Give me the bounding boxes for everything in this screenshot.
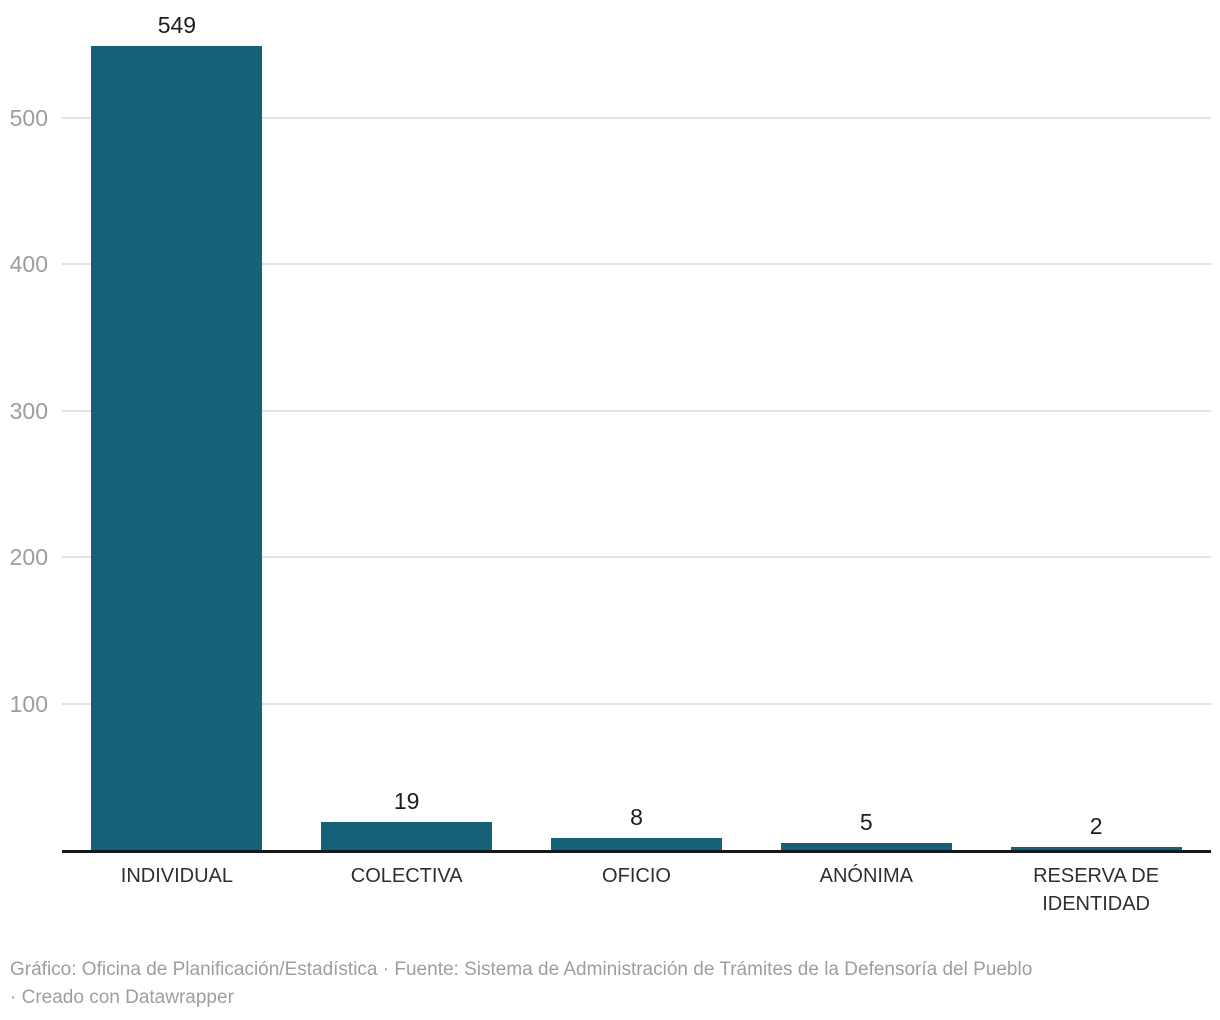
x-axis-label-individual: INDIVIDUAL — [120, 865, 234, 887]
x-axis-label-oficio: OFICIO — [602, 865, 671, 887]
value-label-reserva-de-identidad: 2 — [1089, 813, 1103, 840]
gridline-200 — [62, 556, 1211, 558]
gridline-400 — [62, 263, 1211, 265]
y-tick-label-100: 100 — [9, 690, 48, 717]
value-label-anonima: 5 — [859, 808, 873, 835]
value-label-colectiva: 19 — [393, 788, 420, 815]
gridline-500 — [62, 116, 1211, 119]
bar-oficio — [551, 838, 722, 850]
bar-anonima — [780, 842, 952, 850]
x-axis-label-anonima: ANÓNIMA — [819, 865, 913, 887]
credit-line-2: · Creado con Datawrapper — [10, 987, 234, 1008]
bar-colectiva — [321, 822, 493, 850]
gridline-300 — [62, 409, 1211, 412]
bar-reserva-de-identidad — [1010, 847, 1182, 850]
value-label-individual: 549 — [157, 11, 197, 38]
bar-individual — [91, 45, 263, 850]
gridline-100 — [62, 702, 1211, 705]
credit-line-1: Gráfico: Oficina de Planificación/Estadí… — [10, 959, 1033, 980]
y-tick-label-500: 500 — [9, 104, 48, 131]
x-axis-baseline — [62, 850, 1211, 853]
y-tick-label-400: 400 — [9, 251, 48, 277]
value-label-oficio: 8 — [630, 804, 643, 831]
chart-credit: Gráfico: Oficina de Planificación/Estadí… — [10, 956, 1205, 1012]
x-axis-label-colectiva: COLECTIVA — [350, 865, 463, 887]
y-tick-label-200: 200 — [9, 544, 48, 570]
x-axis-label-reserva-de-identidad: RESERVA DE IDENTIDAD — [1033, 865, 1160, 915]
y-tick-label-300: 300 — [9, 397, 48, 424]
